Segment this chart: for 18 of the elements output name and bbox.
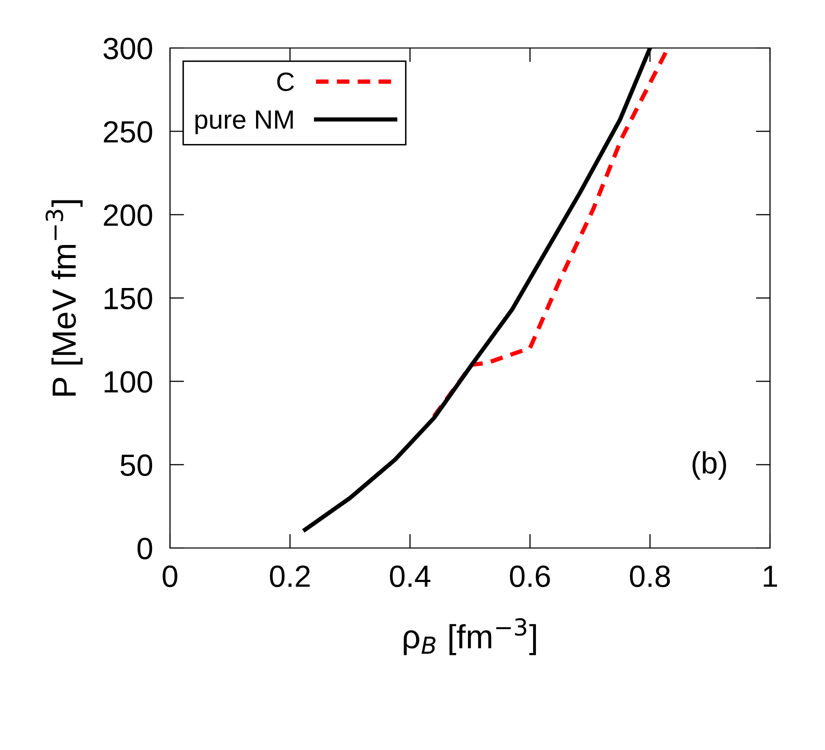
y-tick-label: 100 [104,371,152,393]
y-tick-label: 300 [104,38,152,60]
y-tick-label: 150 [104,288,152,310]
y-tick-label: 250 [104,121,152,143]
x-tick-label: 0.8 [630,565,670,588]
legend-label: pure NM [195,110,293,134]
y-tick-label: 50 [120,454,152,476]
x-tick-label: 0 [162,565,178,588]
x-tick-label: 0.4 [390,565,430,588]
x-tick-label: 0.6 [510,565,550,588]
legend-label: C [277,72,294,92]
x-axis-title: ρ$_{B}$ [fm$^{−3}$] [404,618,536,656]
x-tick-label: 1 [764,566,778,587]
y-tick-label: 200 [104,204,152,226]
y-tick-label: 0 [138,538,152,560]
annotation: (b) [692,451,726,480]
x-tick-label: 0.2 [270,565,310,588]
y-axis-title: P [MeV fm$^{−3}$] [46,200,83,396]
